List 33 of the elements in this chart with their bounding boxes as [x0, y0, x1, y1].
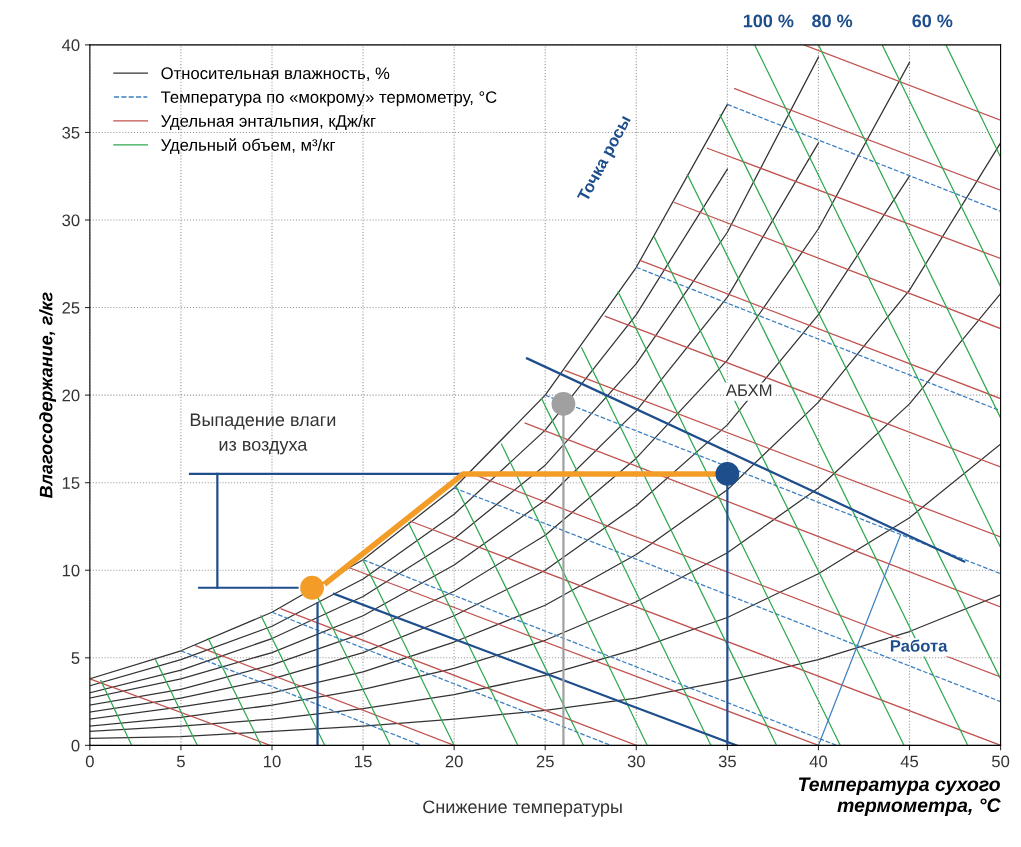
- annotation: Работа: [890, 639, 948, 652]
- text: 60 %: [912, 14, 953, 28]
- x-tick-label: 5: [176, 755, 185, 768]
- x-tick-label: 10: [264, 755, 281, 768]
- x-tick-label: 20: [445, 755, 463, 768]
- y-tick-label: 0: [71, 739, 80, 752]
- legend-label: Удельная энтальпия, кДж/кг: [161, 114, 376, 131]
- x-tick-label: 15: [355, 755, 372, 768]
- legend-label: Удельный объем, м³/кг: [161, 138, 336, 155]
- y-tick-label: 20: [62, 389, 80, 402]
- y-tick-label: 5: [71, 652, 80, 664]
- legend-label: Температура по «мокрому» термометру, °C: [161, 91, 497, 107]
- text: 80 %: [812, 14, 853, 28]
- y-tick-label: 40: [61, 39, 80, 52]
- annotation: Выпадение влаги из воздуха: [190, 413, 336, 455]
- legend-label: Относительная влажность, %: [161, 67, 390, 82]
- annotation: АБХМ: [725, 384, 772, 396]
- y-tick-label: 30: [62, 214, 80, 227]
- x-tick-label: 0: [85, 755, 94, 768]
- x-tick-label: 40: [809, 755, 828, 768]
- y-tick-label: 35: [62, 126, 80, 139]
- text: Снижение температуры: [423, 800, 622, 817]
- x-tick-label: 25: [536, 755, 554, 768]
- x-axis-title: Температура сухого термометра, °C: [798, 777, 1001, 816]
- x-tick-label: 30: [627, 755, 645, 768]
- x-tick-label: 50: [991, 755, 1010, 768]
- x-tick-label: 45: [900, 755, 919, 768]
- y-axis-title: Влагосодержание, г/кг: [39, 292, 57, 499]
- y-tick-label: 15: [62, 477, 80, 489]
- text: 100 %: [743, 14, 794, 28]
- x-tick-label: 35: [718, 755, 736, 768]
- y-tick-label: 25: [62, 301, 80, 314]
- y-tick-label: 10: [62, 564, 80, 577]
